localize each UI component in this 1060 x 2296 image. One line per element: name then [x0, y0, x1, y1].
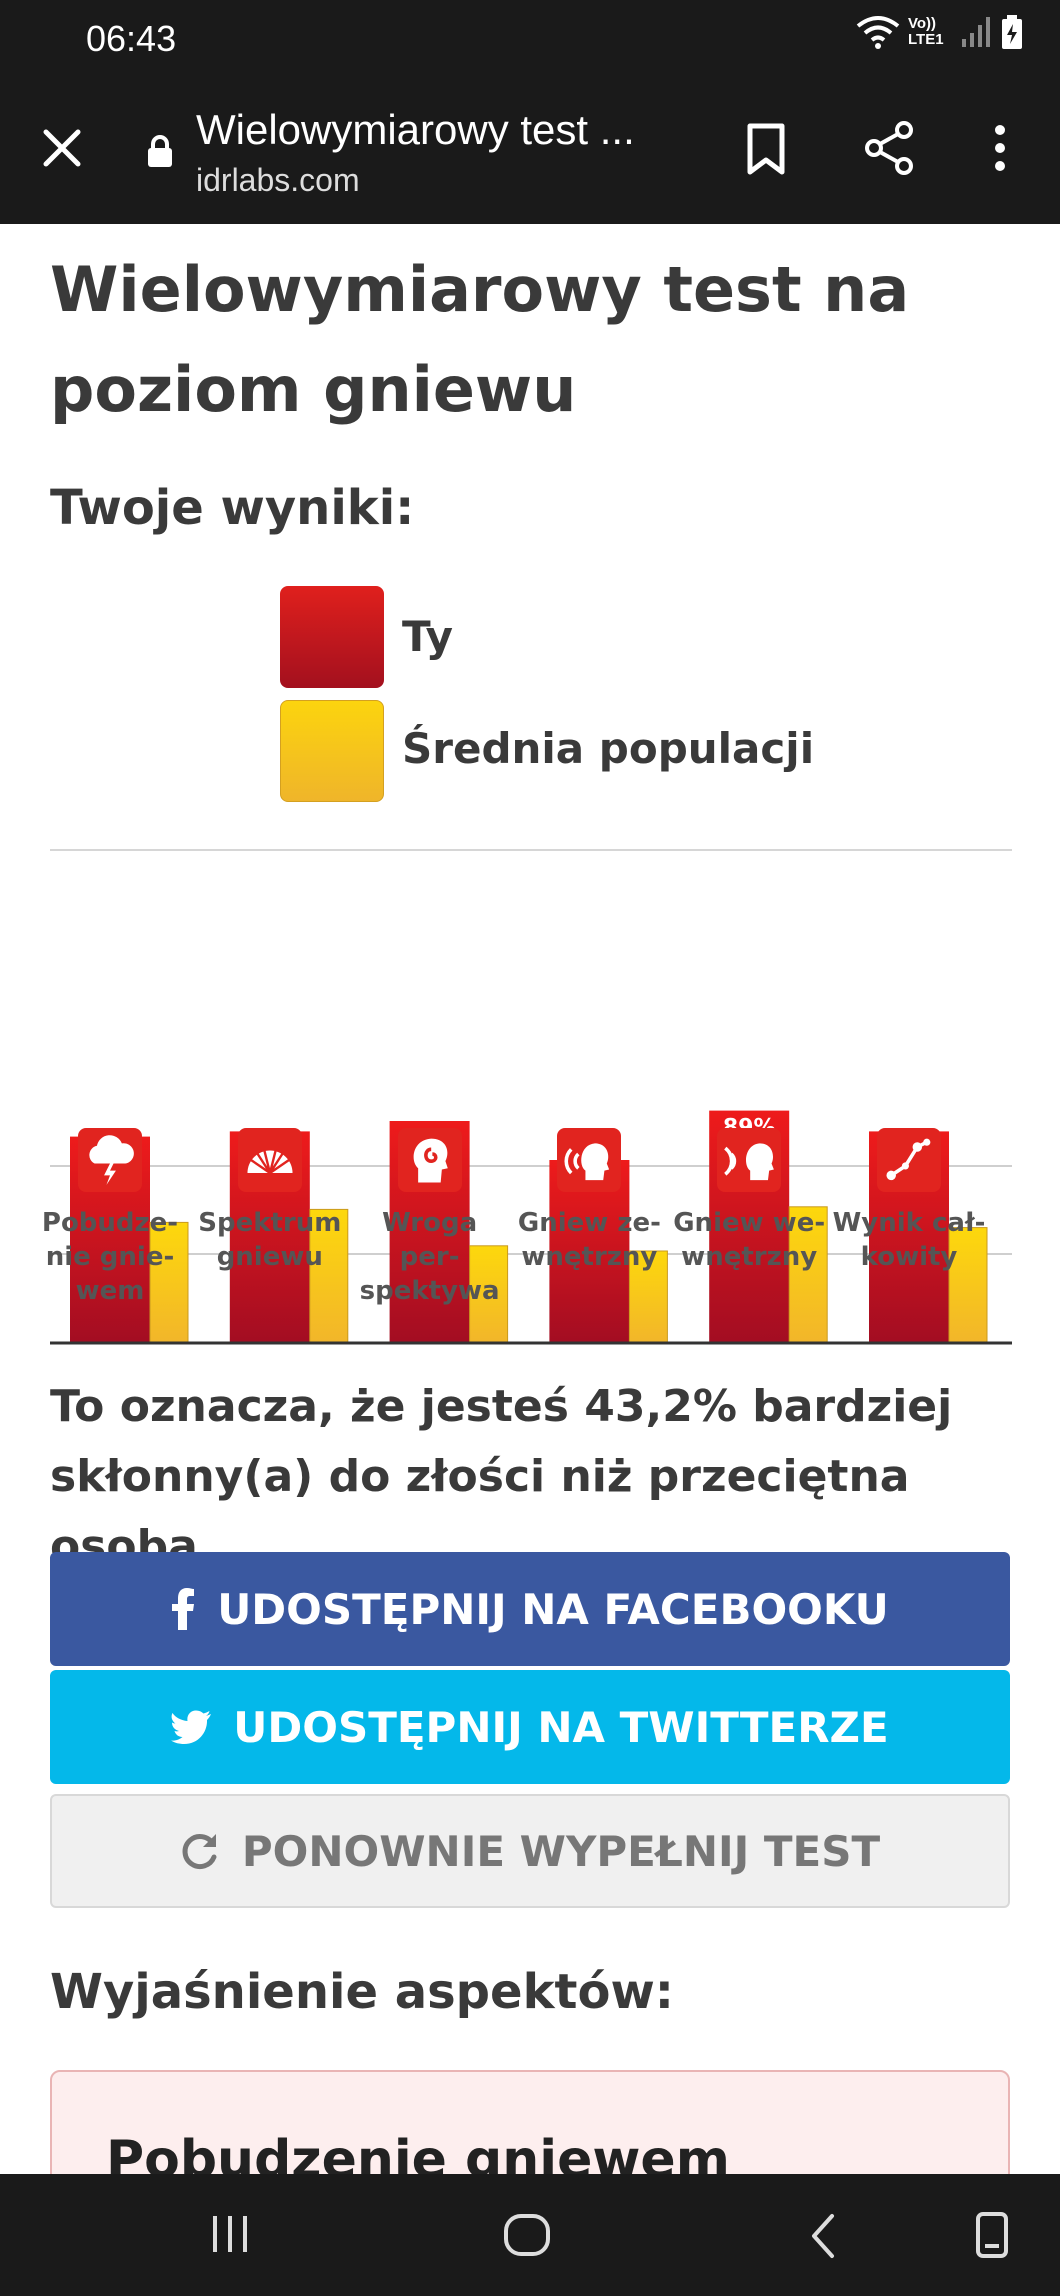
- category-label: Pobudze-nie gnie-wem: [41, 1208, 179, 1306]
- browser-page-title[interactable]: Wielowymiarowy test ...: [196, 106, 635, 153]
- lock-icon: [148, 135, 172, 167]
- category-label: Gniew ze-wnętrzny: [517, 1208, 661, 1272]
- status-time: 06:43: [86, 18, 177, 59]
- hostile-head-icon: [397, 1128, 462, 1192]
- bookmark-icon[interactable]: [744, 122, 788, 176]
- share-facebook-button[interactable]: UDOSTĘPNIJ NA FACEBOOKU: [50, 1552, 1010, 1666]
- twitter-icon: [171, 1710, 212, 1744]
- status-bar: 06:43 Vo)) LTE1: [0, 0, 1060, 76]
- page-title: Wielowymiarowy test na poziom gniewu: [50, 253, 910, 426]
- home-icon[interactable]: [502, 2210, 552, 2260]
- share-twitter-button[interactable]: UDOSTĘPNIJ NA TWITTERZE: [50, 1670, 1010, 1784]
- spectrum-fan-icon: [237, 1128, 302, 1192]
- bar-average: [309, 1208, 349, 1343]
- refresh-icon: [180, 1831, 220, 1871]
- legend-swatch-you: [280, 586, 384, 688]
- share-icon[interactable]: [862, 120, 918, 176]
- back-icon[interactable]: [808, 2212, 838, 2260]
- battery-icon: [1002, 15, 1022, 49]
- bar-average: [948, 1227, 988, 1343]
- wifi-icon: [856, 16, 900, 49]
- aspects-heading: Wyjaśnienie aspektów:: [50, 1964, 674, 2020]
- outward-anger-icon: [557, 1128, 622, 1192]
- recent-apps-icon[interactable]: [208, 2212, 252, 2256]
- bar-average: [628, 1250, 668, 1343]
- category-label: Gniew we-wnętrzny: [673, 1208, 826, 1272]
- bar-average: [149, 1221, 189, 1343]
- legend-swatch-average: [280, 700, 384, 802]
- browser-url[interactable]: idrlabs.com: [196, 162, 360, 198]
- results-heading: Twoje wyniki:: [50, 480, 415, 536]
- share-twitter-label: UDOSTĘPNIJ NA TWITTERZE: [233, 1702, 889, 1752]
- category-label: Wynik cał-kowity: [832, 1208, 986, 1272]
- inward-anger-icon: [717, 1128, 782, 1192]
- bar-average: [469, 1245, 509, 1343]
- category-label: Spektrum gniewu: [198, 1208, 342, 1272]
- retake-test-button[interactable]: PONOWNIE WYPEŁNIJ TEST: [50, 1794, 1010, 1908]
- aspect-card-title: Pobudzenie gniewem: [106, 2130, 730, 2174]
- retake-test-label: PONOWNIE WYPEŁNIJ TEST: [241, 1826, 881, 1876]
- page-content: Wielowymiarowy test na poziom gniewu Two…: [0, 224, 1060, 2174]
- system-navigation-bar: [0, 2174, 1060, 2296]
- browser-toolbar: Wielowymiarowy test ... idrlabs.com: [0, 76, 1060, 224]
- aspect-card: Pobudzenie gniewem: [50, 2070, 1010, 2174]
- share-facebook-label: UDOSTĘPNIJ NA FACEBOOKU: [217, 1584, 889, 1634]
- status-icons: Vo)) LTE1: [856, 14, 1024, 50]
- result-summary: To oznacza, że jesteś 43,2% bardziej skł…: [50, 1381, 953, 1572]
- category-label: Wroga per-spektywa: [359, 1208, 500, 1306]
- legend-label-you: Ty: [402, 612, 454, 661]
- bar-average: [788, 1206, 828, 1343]
- legend-label-average: Średnia populacji: [402, 724, 815, 773]
- close-icon[interactable]: [36, 122, 88, 174]
- constellation-icon: [877, 1128, 941, 1192]
- screenshot-icon[interactable]: [972, 2210, 1012, 2260]
- lte-indicator: Vo)) LTE1: [908, 15, 944, 48]
- facebook-icon: [171, 1588, 195, 1630]
- more-options-icon[interactable]: [986, 122, 1014, 176]
- storm-cloud-icon: [78, 1128, 142, 1192]
- signal-icon: [962, 17, 990, 47]
